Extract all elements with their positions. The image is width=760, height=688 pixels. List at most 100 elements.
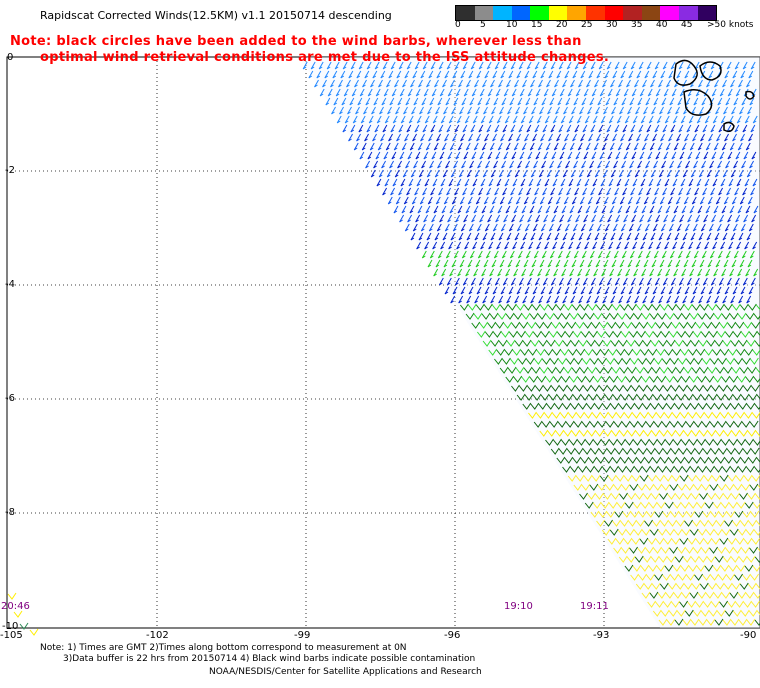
wind-barb (592, 348, 602, 356)
wind-barb (522, 402, 532, 410)
wind-barb (445, 160, 451, 169)
wind-barb (699, 492, 708, 500)
wind-barb (491, 106, 496, 115)
wind-barb (678, 277, 684, 286)
wind-barb (716, 133, 721, 142)
wind-barb (717, 250, 723, 259)
wind-barb (728, 411, 737, 419)
wind-barb (727, 321, 737, 329)
wind-barb (752, 178, 758, 187)
wind-barb (693, 420, 703, 428)
wind-barb (615, 88, 621, 97)
wind-barb (677, 160, 683, 169)
wind-barb (436, 223, 442, 232)
wind-barb (675, 492, 684, 500)
wind-barb (720, 411, 729, 419)
wind-barb (537, 375, 547, 383)
wind-barb (691, 366, 701, 374)
wind-barb (723, 429, 733, 437)
wind-barb (717, 97, 723, 106)
wind-barb (529, 268, 535, 277)
wind-barb (486, 277, 492, 286)
wind-barb (721, 312, 731, 320)
wind-barb (450, 295, 456, 304)
wind-barb (356, 133, 361, 142)
wind-barb (509, 250, 515, 259)
wind-barb (731, 196, 737, 205)
wind-barb (651, 106, 656, 115)
wind-barb (683, 429, 693, 437)
wind-barb (441, 268, 447, 277)
wind-barb (594, 169, 600, 178)
wind-barb (659, 259, 665, 268)
wind-barb (654, 124, 660, 133)
wind-barb (416, 241, 422, 250)
wind-barb (533, 250, 539, 259)
wind-barb (613, 546, 622, 554)
wind-barb (611, 366, 621, 374)
wind-barb (602, 169, 608, 178)
wind-barb (505, 312, 515, 320)
wind-barb (579, 366, 589, 374)
wind-barb (658, 555, 668, 563)
wind-barb (557, 160, 563, 169)
wind-barb (574, 124, 580, 133)
wind-barb (605, 160, 611, 169)
wind-barb (566, 447, 576, 455)
wind-barb (477, 250, 483, 259)
wind-barb (609, 375, 619, 383)
wind-barb (666, 618, 676, 626)
wind-barb (431, 214, 437, 223)
wind-barb (598, 124, 604, 133)
wind-barb (670, 124, 676, 133)
wind-barb (542, 187, 548, 196)
wind-barb (746, 169, 752, 178)
wind-barb (424, 115, 430, 124)
wind-barb (602, 295, 608, 304)
wind-barb (567, 214, 573, 223)
wind-barb (632, 501, 642, 509)
wind-barb (566, 124, 572, 133)
wind-barb (390, 124, 396, 133)
wind-barb (720, 501, 730, 509)
wind-barb (486, 187, 492, 196)
wind-barb (390, 61, 396, 70)
legend-swatch (678, 6, 698, 20)
wind-barb (598, 447, 608, 455)
wind-barb (739, 303, 749, 311)
wind-barb (681, 268, 687, 277)
wind-barb (666, 339, 676, 347)
wind-barb (600, 348, 610, 356)
wind-barb (515, 196, 521, 205)
wind-barb (661, 420, 671, 428)
wind-barb (607, 537, 617, 545)
wind-barb (566, 187, 572, 196)
wind-barb (322, 79, 327, 88)
time-label: 20:46 (1, 601, 30, 612)
wind-barb (668, 223, 674, 232)
wind-barb (552, 348, 562, 356)
wind-barb (716, 330, 726, 338)
wind-barb (581, 483, 591, 491)
wind-barb (565, 420, 575, 428)
wind-barb (626, 295, 632, 304)
wind-barb (626, 339, 636, 347)
wind-barb (712, 115, 718, 124)
legend-label: 45 (681, 20, 693, 30)
wind-barb (740, 286, 746, 295)
wind-barb (743, 151, 749, 160)
wind-barb (590, 447, 600, 455)
wind-barb (509, 97, 515, 106)
wind-barb (617, 142, 623, 151)
wind-barb (458, 232, 464, 241)
wind-barb (639, 384, 648, 392)
wind-barb (535, 88, 541, 97)
wind-barb (472, 241, 478, 250)
wind-barb (649, 438, 658, 446)
wind-barb (659, 429, 669, 437)
wind-barb (633, 312, 643, 320)
wind-barb (714, 79, 719, 88)
wind-barb (561, 438, 570, 446)
wind-barb (508, 70, 514, 79)
wind-barb (753, 268, 759, 277)
